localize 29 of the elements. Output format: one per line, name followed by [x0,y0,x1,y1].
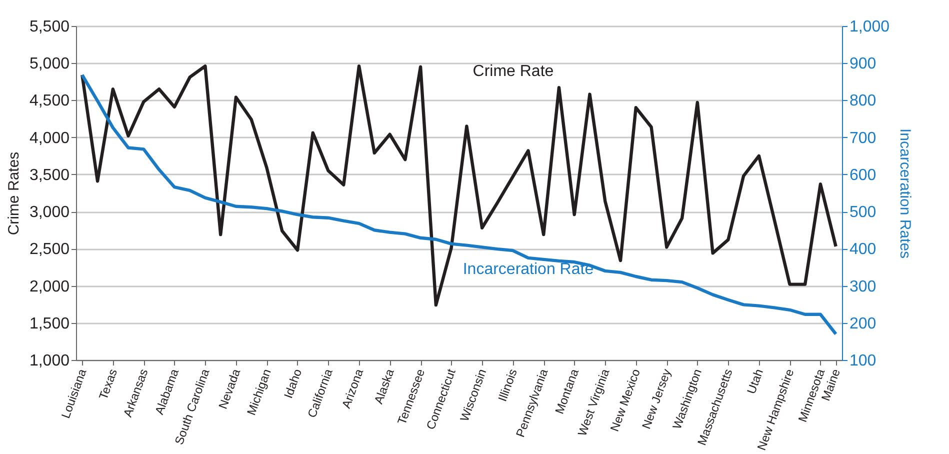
y2-axis-title: Incarceration Rates [896,128,914,259]
y-tick-label: 2,000 [29,278,70,296]
y-tick-label: 4,000 [29,130,70,147]
x-tick-label: Utah [744,367,766,396]
y2-tick-label: 900 [850,56,876,73]
x-tick-label: New Jersey [639,367,674,431]
y2-tick-label: 1,000 [850,18,890,36]
series-label: Crime Rate [472,63,554,80]
x-tick-label: Alaska [371,366,397,406]
x-tick-label: Texas [96,367,120,402]
y-tick-label: 3,000 [29,204,70,222]
y-tick-label: 4,500 [29,92,70,110]
y2-tick-label: 100 [850,352,876,370]
y-tick-label: 5,500 [29,18,70,36]
x-tick-label: Idaho [281,366,305,400]
y2-tick-label: 600 [850,166,876,184]
y2-tick-label: 800 [850,92,876,110]
y-tick-label: 5,000 [29,56,70,73]
y-tick-label: 2,500 [29,241,70,258]
y-axis-title: Crime Rates [5,152,22,236]
y2-tick-label: 300 [850,278,876,296]
y2-tick-label: 500 [850,204,876,222]
y2-tick-label: 700 [850,130,876,147]
y-tick-label: 1,500 [29,315,70,332]
y-tick-label: 3,500 [29,166,70,184]
x-tick-label: Illinois [495,367,520,404]
y-tick-label: 1,000 [29,352,70,370]
y2-tick-label: 200 [850,315,876,332]
y2-tick-label: 400 [850,241,876,258]
